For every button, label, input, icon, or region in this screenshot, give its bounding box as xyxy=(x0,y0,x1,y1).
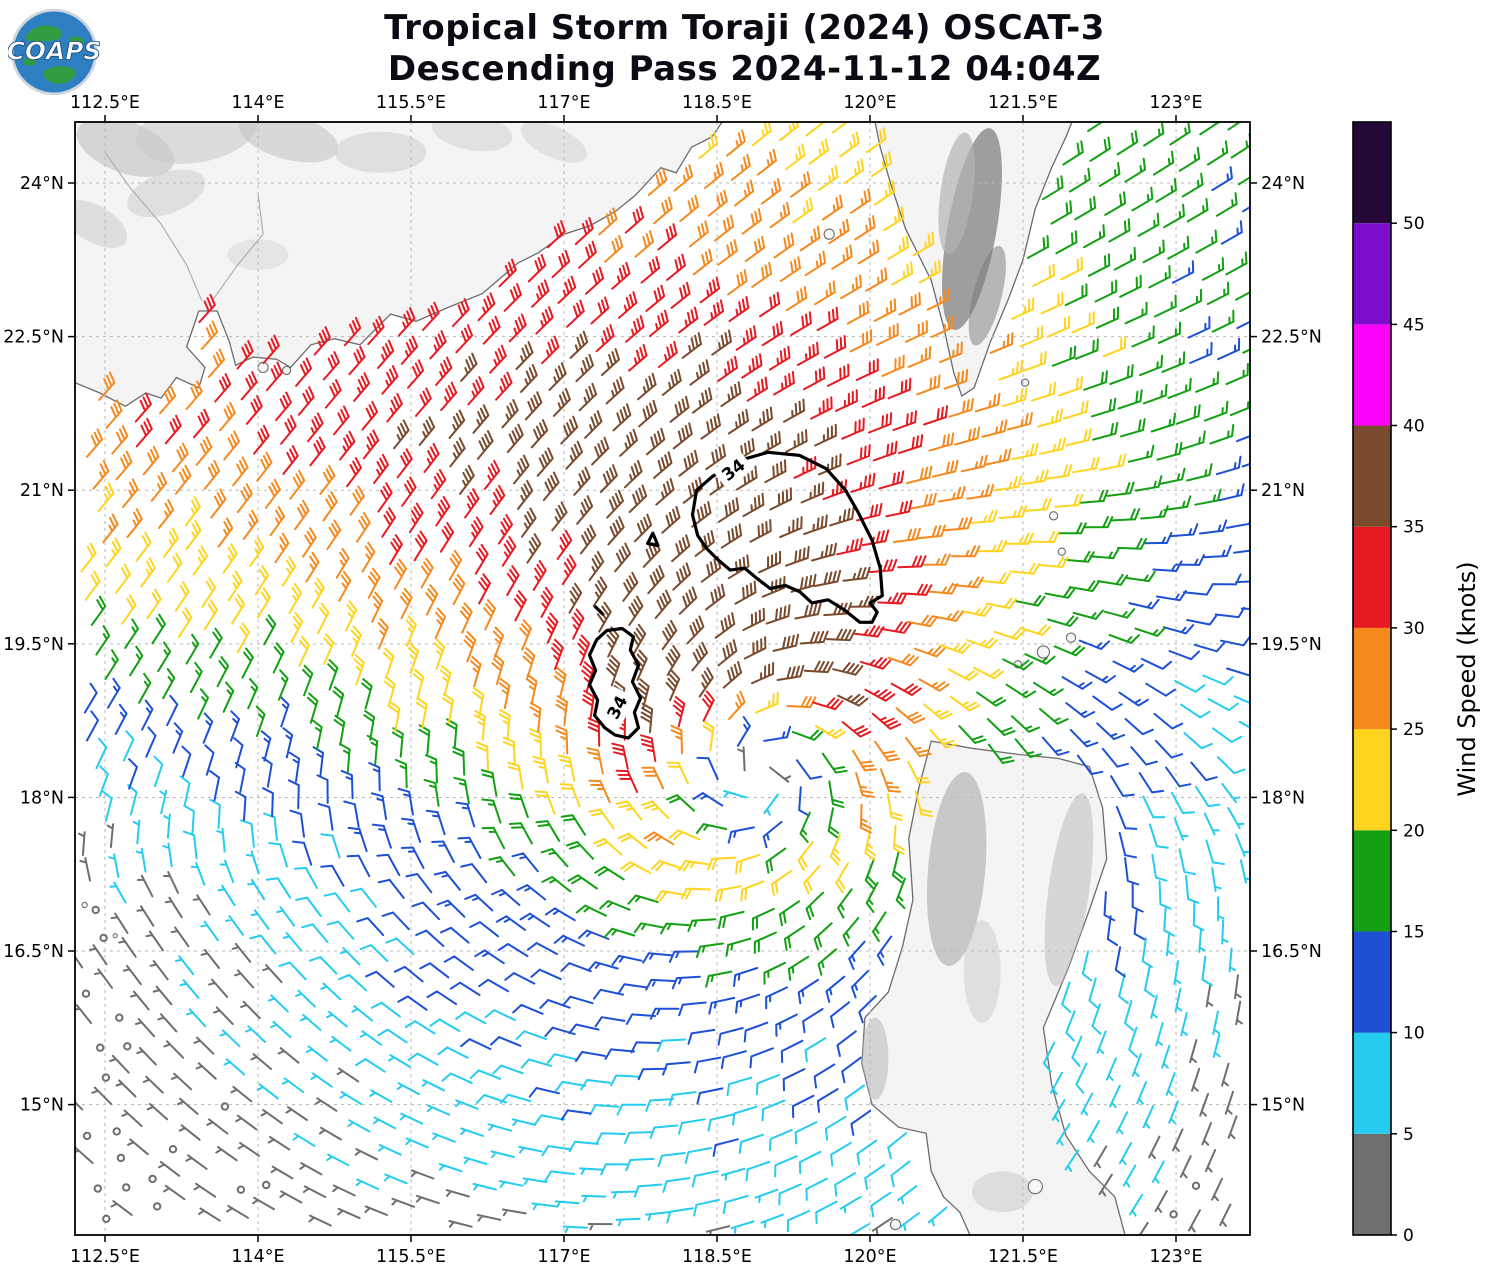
coaps-logo-text: COAPS xyxy=(8,36,100,65)
svg-text:40: 40 xyxy=(1403,417,1425,437)
svg-text:45: 45 xyxy=(1403,315,1425,335)
svg-text:121.5°E: 121.5°E xyxy=(988,93,1058,113)
svg-text:120°E: 120°E xyxy=(843,93,896,113)
svg-text:21°N: 21°N xyxy=(1261,481,1305,501)
svg-text:121.5°E: 121.5°E xyxy=(988,1247,1058,1264)
svg-text:5: 5 xyxy=(1403,1125,1414,1145)
svg-text:16.5°N: 16.5°N xyxy=(1261,942,1322,962)
svg-text:15°N: 15°N xyxy=(1261,1096,1305,1116)
title-line-2: Descending Pass 2024-11-12 04:04Z xyxy=(387,49,1102,90)
chart-title: Tropical Storm Toraji (2024) OSCAT-3 Des… xyxy=(0,8,1489,91)
svg-text:115.5°E: 115.5°E xyxy=(376,1247,446,1264)
svg-text:18°N: 18°N xyxy=(20,788,64,808)
colorbar: 0 5 10 15 20 25 30 35 40 45 50 xyxy=(1352,121,1425,1246)
svg-text:115.5°E: 115.5°E xyxy=(376,93,446,113)
svg-text:19.5°N: 19.5°N xyxy=(1261,635,1322,655)
map-frame xyxy=(74,121,1251,1236)
svg-text:35: 35 xyxy=(1403,518,1425,538)
svg-text:112.5°E: 112.5°E xyxy=(70,93,140,113)
svg-text:22.5°N: 22.5°N xyxy=(1261,328,1322,348)
svg-text:30: 30 xyxy=(1403,619,1425,639)
colorbar-label: Wind Speed (knots) xyxy=(1453,561,1481,797)
svg-text:114°E: 114°E xyxy=(231,93,284,113)
svg-text:24°N: 24°N xyxy=(1261,174,1305,194)
svg-text:20: 20 xyxy=(1403,821,1425,841)
svg-text:24°N: 24°N xyxy=(20,174,64,194)
wind-barbs xyxy=(75,122,1250,1235)
svg-text:10: 10 xyxy=(1403,1024,1425,1044)
svg-text:118.5°E: 118.5°E xyxy=(682,1247,752,1264)
svg-text:0: 0 xyxy=(1403,1226,1414,1246)
coaps-logo-globe: COAPS xyxy=(6,8,102,96)
svg-text:16.5°N: 16.5°N xyxy=(3,942,64,962)
svg-text:117°E: 117°E xyxy=(537,93,590,113)
svg-text:18°N: 18°N xyxy=(1261,788,1305,808)
axis-ticks-and-labels: 112.5°E 112.5°E 114°E 114°E 115.5°E 115.5°E 11… xyxy=(3,93,1322,1264)
svg-text:123°E: 123°E xyxy=(1149,1247,1202,1264)
contour-label: 34 xyxy=(598,686,636,728)
svg-text:15: 15 xyxy=(1403,923,1425,943)
svg-text:15°N: 15°N xyxy=(20,1096,64,1116)
svg-text:117°E: 117°E xyxy=(537,1247,590,1264)
svg-text:25: 25 xyxy=(1403,720,1425,740)
svg-text:21°N: 21°N xyxy=(20,481,64,501)
title-line-1: Tropical Storm Toraji (2024) OSCAT-3 xyxy=(384,8,1105,48)
svg-text:120°E: 120°E xyxy=(843,1247,896,1264)
svg-text:123°E: 123°E xyxy=(1149,93,1202,113)
svg-text:22.5°N: 22.5°N xyxy=(3,328,64,348)
svg-text:50: 50 xyxy=(1403,214,1425,234)
svg-text:114°E: 114°E xyxy=(231,1247,284,1264)
coaps-logo: COAPS xyxy=(6,6,102,98)
svg-text:19.5°N: 19.5°N xyxy=(3,635,64,655)
svg-text:112.5°E: 112.5°E xyxy=(70,1247,140,1264)
svg-text:118.5°E: 118.5°E xyxy=(682,93,752,113)
